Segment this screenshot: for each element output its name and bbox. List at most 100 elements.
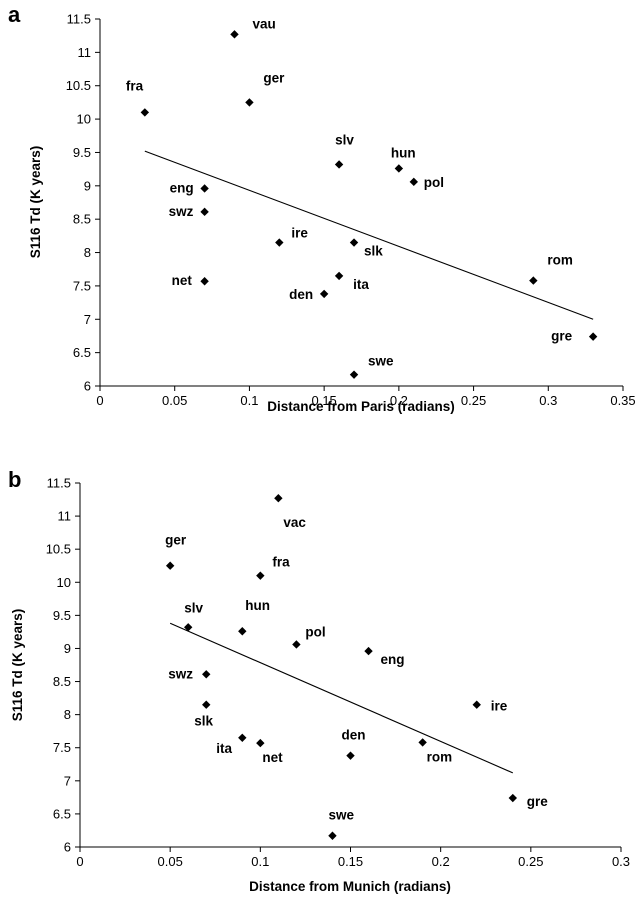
panel-b-x-ticks: 0 0.05 0.1 0.15 0.2 0.25 0.3 <box>76 847 630 869</box>
panel-b-y-tick-label: 7 <box>64 773 71 788</box>
panel-b-y-tick-label: 8 <box>64 707 71 722</box>
panel-b-x-tick-label: 0.15 <box>338 854 363 869</box>
panel-b-point-net-label: net <box>262 750 283 765</box>
panel-a-point-gre-marker <box>588 332 598 341</box>
panel-b-point-pol-label: pol <box>305 624 325 639</box>
panel-a-point-den-marker <box>319 289 329 299</box>
panel-b-point-slv-marker <box>184 623 193 632</box>
panel-b-point-fra-label: fra <box>272 555 290 570</box>
panel-b-point-slk-marker <box>202 700 211 709</box>
panel-b-point-gre-marker <box>508 793 517 803</box>
panel-b-x-tick-label: 0.3 <box>612 854 630 869</box>
panel-a-point-pol-label: pol <box>424 175 444 190</box>
panel-b-point-vac-label: vac <box>283 515 306 530</box>
panel-b-point-pol-marker <box>292 640 301 649</box>
panel-b-x-tick-label: 0.1 <box>251 854 269 869</box>
panel-b-point-swe-label: swe <box>328 808 354 823</box>
panel-b-point-den-label: den <box>342 728 366 743</box>
panel-a-x-tick-label: 0.35 <box>610 393 635 408</box>
panel-a-x-tick-label: 0.05 <box>162 393 187 408</box>
panel-a-letter: a <box>8 2 21 27</box>
panel-a-point-ita-marker <box>334 271 344 281</box>
panel-a-point-ita-label: ita <box>353 277 369 292</box>
panel-a-x-ticks: 0 0.05 0.1 0.15 0.2 0.25 0.3 0.35 <box>96 386 635 408</box>
panel-a-point-slk-label: slk <box>364 244 383 259</box>
panel-a-point-swe-label: swe <box>368 354 394 369</box>
panel-b-point-ire-label: ire <box>491 699 508 714</box>
panel-b-point-ger-label: ger <box>165 533 187 548</box>
panel-a-point-hun-marker <box>394 164 404 173</box>
panel-b-point-ita-marker <box>238 733 247 742</box>
panel-a-x-tick-label: 0.25 <box>461 393 486 408</box>
panel-b-point-slk-label: slk <box>194 714 213 729</box>
panel-a-point-den-label: den <box>289 287 313 302</box>
panel-a-x-tick-label: 0.2 <box>390 393 408 408</box>
panel-a-point-vau-marker <box>230 30 239 39</box>
panel-a-y-ticks: 6 6.5 7 7.5 8 8.5 9 9.5 10 10.5 11 11.5 <box>66 12 100 394</box>
panel-a-point-eng-label: eng <box>170 180 194 195</box>
panel-a-x-tick-label: 0 <box>96 393 103 408</box>
panel-a-point-swz-marker <box>200 207 209 217</box>
panel-a-trendline <box>144 150 594 320</box>
panel-a-point-slk-marker <box>349 238 359 247</box>
panel-a-y-axis-title: S116 Td (K years) <box>28 146 43 259</box>
panel-b-y-axis-title: S116 Td (K years) <box>10 609 25 722</box>
panel-b-y-ticks: 6 6.5 7 7.5 8 8.5 9 9.5 10 10.5 11 11.5 <box>46 476 80 855</box>
panel-b-y-tick-label: 10.5 <box>46 542 71 557</box>
panel-b-points: vac ger fra slv hun pol eng swz slk ire ita net den r… <box>165 494 548 840</box>
panel-b-point-hun-label: hun <box>245 598 270 613</box>
panel-b-chart: b 0 0.05 0.1 0.15 0.2 0.25 0.3 6 6.5 7 7.5 8 8.5 9 9.… <box>8 467 630 894</box>
panel-a-point-fra-marker <box>140 108 150 117</box>
panel-b-x-tick-label: 0.25 <box>518 854 543 869</box>
panel-b-y-tick-label: 9 <box>64 641 71 656</box>
panel-b-point-fra-marker <box>256 571 265 580</box>
panel-a-x-axis-title: Distance from Paris (radians) <box>267 399 455 414</box>
panel-a-point-net-label: net <box>172 273 193 288</box>
panel-b-y-tick-label: 7.5 <box>53 740 71 755</box>
panel-a-point-rom-marker <box>529 276 538 285</box>
panel-b-y-tick-label: 6.5 <box>53 806 71 821</box>
panel-a-point-pol-marker <box>409 177 418 187</box>
panel-b-point-hun-marker <box>238 627 247 636</box>
panel-b-point-ita-label: ita <box>216 741 232 756</box>
panel-a-point-ire-marker <box>275 238 284 247</box>
panel-a-x-tick-label: 0.1 <box>240 393 258 408</box>
panel-a-y-tick-label: 6.5 <box>73 345 91 360</box>
panel-b-point-eng-marker <box>364 646 373 656</box>
panel-b-point-vac-marker <box>274 494 283 503</box>
panel-b-point-gre-label: gre <box>527 794 549 809</box>
panel-b-point-ger-marker <box>165 561 175 570</box>
panel-a-x-tick-label: 0.15 <box>311 393 336 408</box>
panel-a-point-vau-label: vau <box>252 16 275 31</box>
panel-a-y-tick-label: 7.5 <box>73 278 91 293</box>
panel-b-point-slv-label: slv <box>184 600 203 615</box>
panel-b-point-den-marker <box>346 751 355 760</box>
panel-b-point-eng-label: eng <box>381 652 405 667</box>
panel-a-y-tick-label: 11 <box>78 45 92 60</box>
panel-b-point-net-marker <box>256 738 265 748</box>
panel-b-point-swz-marker <box>202 670 211 679</box>
panel-b-y-tick-label: 11.5 <box>47 476 71 491</box>
panel-a-y-tick-label: 8.5 <box>73 212 91 227</box>
panel-b-y-tick-label: 10 <box>57 575 71 590</box>
panel-b-point-swe-marker <box>328 831 337 840</box>
panel-a-point-swe-marker <box>349 370 359 379</box>
panel-a-point-ger-label: ger <box>263 70 285 85</box>
panel-a-y-tick-label: 9.5 <box>73 145 91 160</box>
panel-b-x-axis-title: Distance from Munich (radians) <box>249 879 451 894</box>
panel-a-y-tick-label: 11.5 <box>67 12 91 27</box>
panel-b-x-tick-label: 0.05 <box>158 854 183 869</box>
panel-b-y-tick-label: 11 <box>58 509 72 524</box>
panel-b-letter: b <box>8 467 21 492</box>
panel-a-point-rom-label: rom <box>547 253 573 268</box>
panel-b-trendline <box>169 622 514 774</box>
panel-a-point-gre-label: gre <box>551 329 573 344</box>
panel-b-x-tick-label: 0 <box>76 854 83 869</box>
panel-a-x-tick-label: 0.3 <box>539 393 557 408</box>
panel-a-chart: a 0 0.05 0.1 0.15 0.2 0.25 0.3 0.35 6 6.5 7 7.5 8 8.… <box>8 2 635 414</box>
panel-a-point-fra-label: fra <box>126 78 144 93</box>
panel-b-x-tick-label: 0.2 <box>432 854 450 869</box>
panel-b-point-rom-marker <box>418 738 427 747</box>
